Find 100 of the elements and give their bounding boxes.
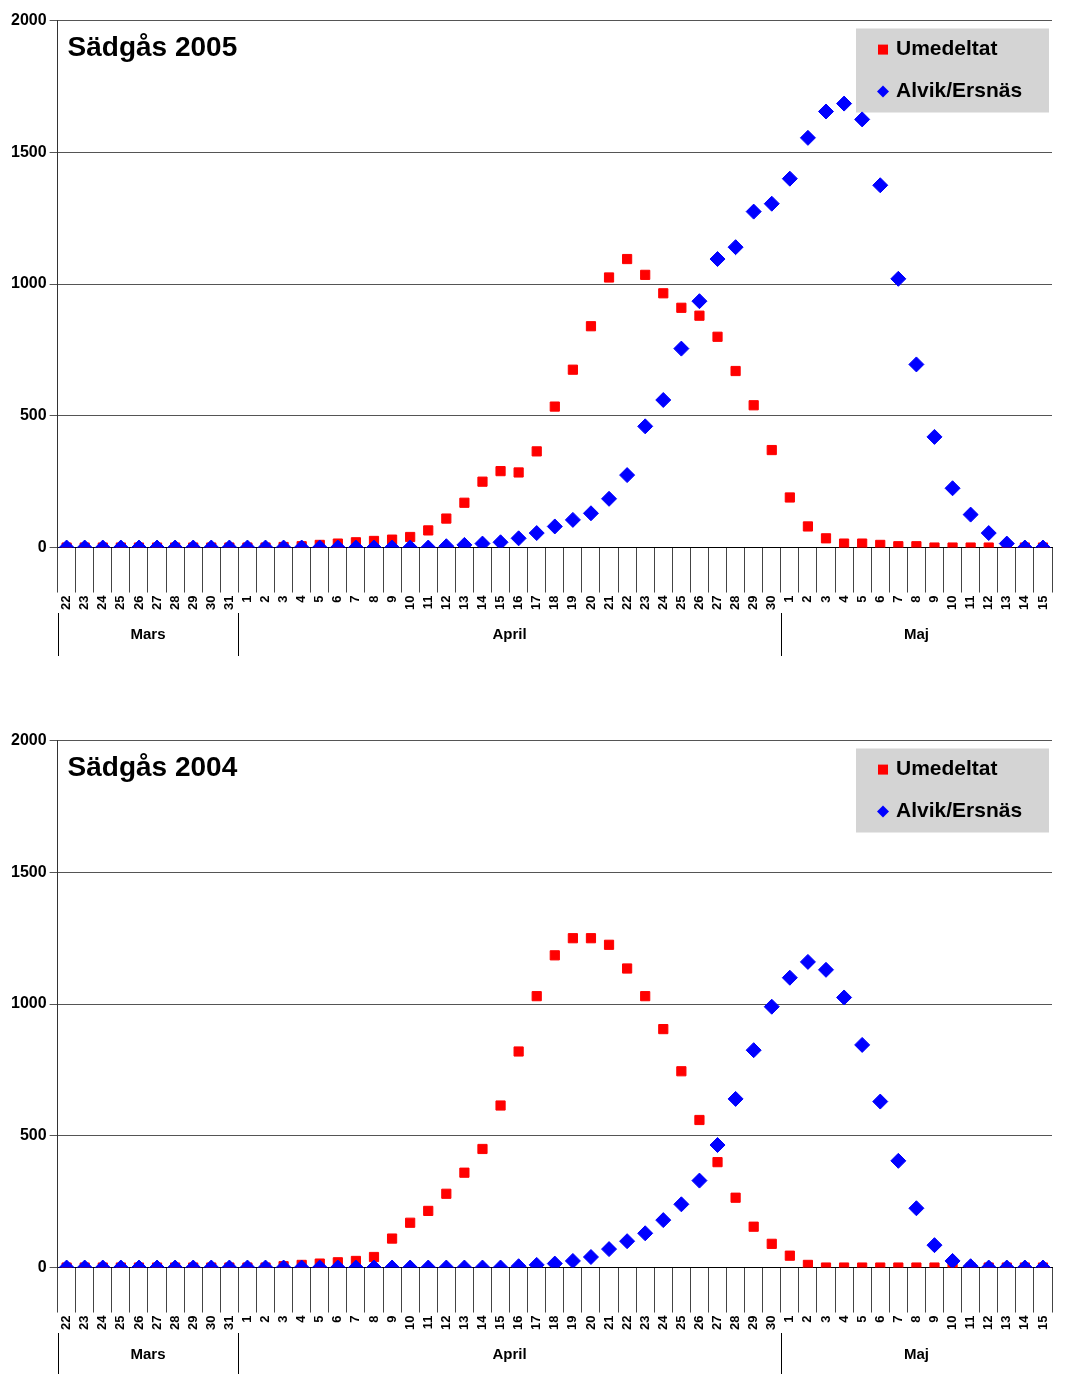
x-tick-label: 3 — [275, 1315, 291, 1323]
x-tick-label: 14 — [1016, 594, 1032, 611]
x-tick-label: 20 — [582, 595, 598, 611]
x-tick-label: 16 — [510, 595, 526, 611]
x-tick-label: 1 — [239, 1315, 255, 1323]
y-tick-label: 0 — [37, 1257, 47, 1275]
text: April — [492, 625, 527, 643]
x-tick-label: 9 — [383, 595, 399, 603]
x-tick-label: 22 — [618, 1315, 634, 1331]
x-tick-label: 5 — [853, 595, 869, 603]
x-tick-label: 13 — [455, 595, 471, 611]
x-tick-label: 19 — [564, 1315, 580, 1331]
y-tick-label: 1500 — [11, 862, 47, 880]
y-tick-label: 0 — [37, 537, 47, 555]
x-tick-label: 8 — [365, 595, 381, 603]
legend-label: Alvik/Ersnäs — [896, 78, 1023, 102]
legend-label: Umedeltat — [896, 36, 998, 60]
x-tick-label: 27 — [709, 1315, 725, 1331]
x-tick-label: 11 — [419, 1315, 435, 1330]
x-tick-label: 11 — [962, 595, 978, 610]
x-tick-label: 9 — [926, 1315, 942, 1323]
x-tick-label: 16 — [510, 1315, 526, 1331]
x-tick-label: 2 — [799, 595, 815, 603]
x-tick-label: 21 — [600, 595, 616, 611]
x-tick-label: 29 — [184, 595, 200, 611]
x-tick-label: 22 — [618, 595, 634, 611]
x-tick-label: 24 — [94, 594, 110, 611]
y-tick-label: 1500 — [11, 142, 47, 160]
x-tick-label: 10 — [401, 1315, 417, 1331]
x-tick-label: 15 — [492, 595, 508, 611]
x-tick-label: 25 — [112, 595, 128, 611]
x-tick-label: 26 — [691, 595, 707, 611]
x-tick-label: 3 — [817, 595, 833, 603]
x-tick-label: 2 — [799, 1315, 815, 1323]
x-tick-label: 15 — [492, 1315, 508, 1331]
text: Mars — [130, 625, 166, 643]
x-tick-label: 7 — [347, 1315, 363, 1323]
x-tick-label: 31 — [220, 1315, 236, 1331]
x-tick-label: 23 — [76, 595, 92, 611]
x-tick-label: 23 — [636, 1315, 652, 1331]
x-tick-label: 13 — [998, 1315, 1014, 1331]
x-tick-label: 1 — [781, 595, 797, 603]
x-tick-label: 3 — [275, 595, 291, 603]
x-tick-label: 2 — [257, 595, 273, 603]
x-tick-label: 7 — [889, 1315, 905, 1323]
x-tick-label: 29 — [184, 1315, 200, 1331]
x-tick-label: 26 — [130, 1315, 146, 1331]
x-tick-label: 4 — [293, 594, 309, 603]
x-tick-label: 22 — [58, 1315, 74, 1331]
x-tick-label: 2 — [257, 1315, 273, 1323]
x-tick-label: 27 — [148, 595, 164, 611]
x-tick-label: 10 — [944, 1315, 960, 1331]
x-tick-label: 29 — [745, 595, 761, 611]
y-tick-label: 2000 — [11, 11, 47, 29]
x-tick-label: 24 — [94, 1314, 110, 1331]
x-tick-label: 11 — [419, 595, 435, 610]
x-tick-label: 8 — [365, 1315, 381, 1323]
y-tick-label: 500 — [19, 1126, 47, 1144]
x-tick-label: 18 — [546, 595, 562, 611]
x-tick-label: 10 — [944, 595, 960, 611]
x-tick-label: 15 — [1034, 1315, 1050, 1331]
x-tick-label: 9 — [383, 1315, 399, 1323]
x-tick-label: 27 — [709, 595, 725, 611]
y-tick-label: 1000 — [11, 994, 47, 1012]
x-tick-label: 20 — [582, 1315, 598, 1331]
text: Mars — [130, 1345, 166, 1363]
x-tick-label: 17 — [528, 595, 544, 611]
x-tick-label: 18 — [546, 1315, 562, 1331]
x-tick-label: 23 — [636, 595, 652, 611]
chart-title: Sädgås 2005 — [67, 31, 238, 63]
x-tick-label: 8 — [907, 595, 923, 603]
x-tick-label: 4 — [835, 1314, 851, 1323]
x-tick-label: 25 — [112, 1315, 128, 1331]
x-tick-label: 5 — [311, 595, 327, 603]
x-tick-label: 12 — [980, 595, 996, 611]
x-tick-label: 24 — [654, 594, 670, 611]
x-tick-label: 14 — [474, 594, 490, 611]
legend-label: Umedeltat — [896, 756, 998, 780]
x-tick-label: 7 — [889, 595, 905, 603]
x-tick-label: 1 — [781, 1315, 797, 1323]
x-tick-label: 30 — [763, 595, 779, 611]
x-tick-label: 30 — [202, 595, 218, 611]
x-tick-label: 17 — [528, 1315, 544, 1331]
text: Maj — [903, 1345, 929, 1363]
x-tick-label: 6 — [329, 1315, 345, 1323]
x-tick-label: 6 — [871, 595, 887, 603]
x-tick-label: 28 — [727, 1315, 743, 1331]
x-tick-label: 26 — [691, 1315, 707, 1331]
x-tick-label: 9 — [926, 595, 942, 603]
text: April — [492, 1345, 527, 1363]
x-tick-label: 13 — [998, 595, 1014, 611]
x-tick-label: 14 — [1016, 1314, 1032, 1331]
legend-label: Alvik/Ersnäs — [896, 798, 1023, 822]
y-tick-label: 500 — [19, 406, 47, 424]
x-tick-label: 14 — [474, 1314, 490, 1331]
x-tick-label: 6 — [871, 1315, 887, 1323]
x-tick-label: 13 — [455, 1315, 471, 1331]
x-tick-label: 23 — [76, 1315, 92, 1331]
x-tick-label: 4 — [835, 594, 851, 603]
x-tick-label: 31 — [220, 595, 236, 611]
